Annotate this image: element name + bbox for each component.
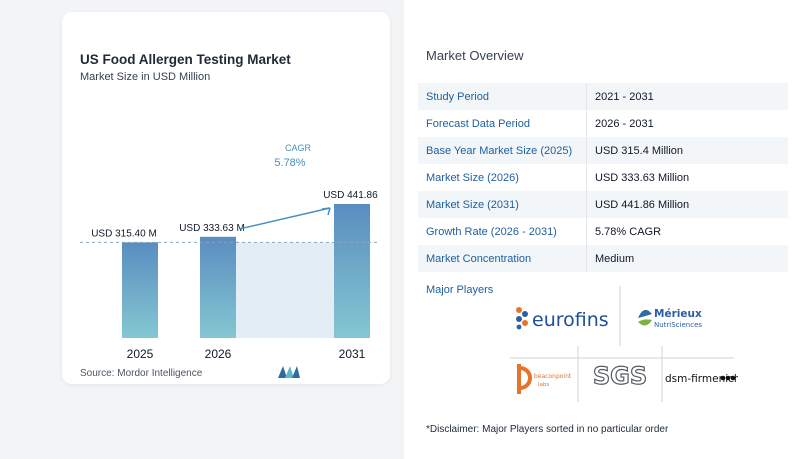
cagr-arrowhead-icon [321, 207, 331, 216]
row-value: USD 333.63 Million [586, 164, 788, 191]
cagr-arrow [239, 207, 331, 230]
row-label: Growth Rate (2026 - 2031) [426, 225, 557, 238]
table-row: Forecast Data Period 2026 - 2031 [418, 110, 788, 137]
chart-title: US Food Allergen Testing Market [80, 52, 291, 67]
chart-subtitle: Market Size in USD Million [80, 71, 211, 83]
beaconpoint-wordmark: beaconpoint [534, 373, 572, 380]
nutrisciences-wordmark: NutriSciences [654, 321, 702, 329]
overview-panel: Market Overview Study Period 2021 - 2031 … [404, 0, 800, 459]
row-value: 2026 - 2031 [586, 110, 788, 137]
x-tick-2026: 2026 [205, 347, 232, 361]
dsm-dots-icon [720, 375, 736, 381]
cagr-label: CAGR [285, 143, 312, 153]
row-value: USD 441.86 Million [586, 191, 788, 218]
row-label: Market Size (2031) [426, 198, 519, 211]
table-row: Growth Rate (2026 - 2031) 5.78% CAGR [418, 218, 788, 245]
table-row: Market Size (2031) USD 441.86 Million [418, 191, 788, 218]
merieux-leaf-icon [638, 309, 652, 318]
row-value: Medium [586, 245, 788, 272]
major-players-title: Major Players [426, 284, 494, 296]
source-text: Source: Mordor Intelligence [80, 368, 203, 379]
labs-wordmark: labs [538, 382, 549, 388]
bar-2025 [122, 242, 158, 338]
merieux-wordmark: Mérieux [654, 308, 702, 320]
table-row: Market Size (2026) USD 333.63 Million [418, 164, 788, 191]
cagr-value: 5.78% [274, 157, 305, 169]
row-value: 5.78% CAGR [586, 218, 788, 245]
bar-chart: USD 315.40 M USD 333.63 M USD 441.86 M 2025… [80, 143, 378, 361]
data-label-2026: USD 333.63 M [179, 223, 245, 234]
merieux-logo: Mérieux NutriSciences [638, 308, 702, 329]
beaconpoint-mark-icon [519, 366, 532, 390]
overview-title: Market Overview [426, 48, 524, 63]
dsm-firmenich-logo: dsm-firmenich [665, 373, 738, 385]
data-label-2031: USD 441.86 M [323, 190, 378, 201]
eurofins-wordmark: eurofins [532, 309, 609, 331]
bar-2031 [334, 204, 370, 338]
x-tick-2025: 2025 [127, 347, 154, 361]
sgs-logo: SGS [593, 362, 647, 390]
row-label: Study Period [426, 90, 489, 103]
disclaimer-text: *Disclaimer: Major Players sorted in no … [426, 424, 669, 435]
row-value: USD 315.4 Million [586, 137, 788, 164]
dsm-firmenich-wordmark: dsm-firmenich [665, 373, 738, 385]
chart-card: US Food Allergen Testing Market Market S… [62, 12, 390, 384]
row-label: Forecast Data Period [426, 117, 530, 130]
forecast-shade [236, 242, 334, 338]
table-row: Market Concentration Medium [418, 245, 788, 272]
data-label-2025: USD 315.40 M [91, 228, 157, 239]
overview-table: Study Period 2021 - 2031 Forecast Data Pe… [418, 83, 788, 272]
table-row: Study Period 2021 - 2031 [418, 83, 788, 110]
eurofins-dots-icon [516, 307, 528, 330]
bar-2026 [200, 236, 236, 338]
row-value: 2021 - 2031 [586, 83, 788, 110]
row-label: Market Concentration [426, 252, 532, 265]
beaconpoint-logo: beaconpoint labs [517, 364, 572, 394]
mordor-logo-icon [278, 366, 300, 378]
row-label: Base Year Market Size (2025) [426, 144, 573, 157]
major-players-logos: eurofins Mérieux NutriSciences beaconpoi… [510, 286, 738, 402]
eurofins-logo: eurofins [516, 307, 609, 331]
table-row: Base Year Market Size (2025) USD 315.4 Mi… [418, 137, 788, 164]
row-label: Market Size (2026) [426, 171, 519, 184]
x-tick-2031: 2031 [339, 347, 366, 361]
